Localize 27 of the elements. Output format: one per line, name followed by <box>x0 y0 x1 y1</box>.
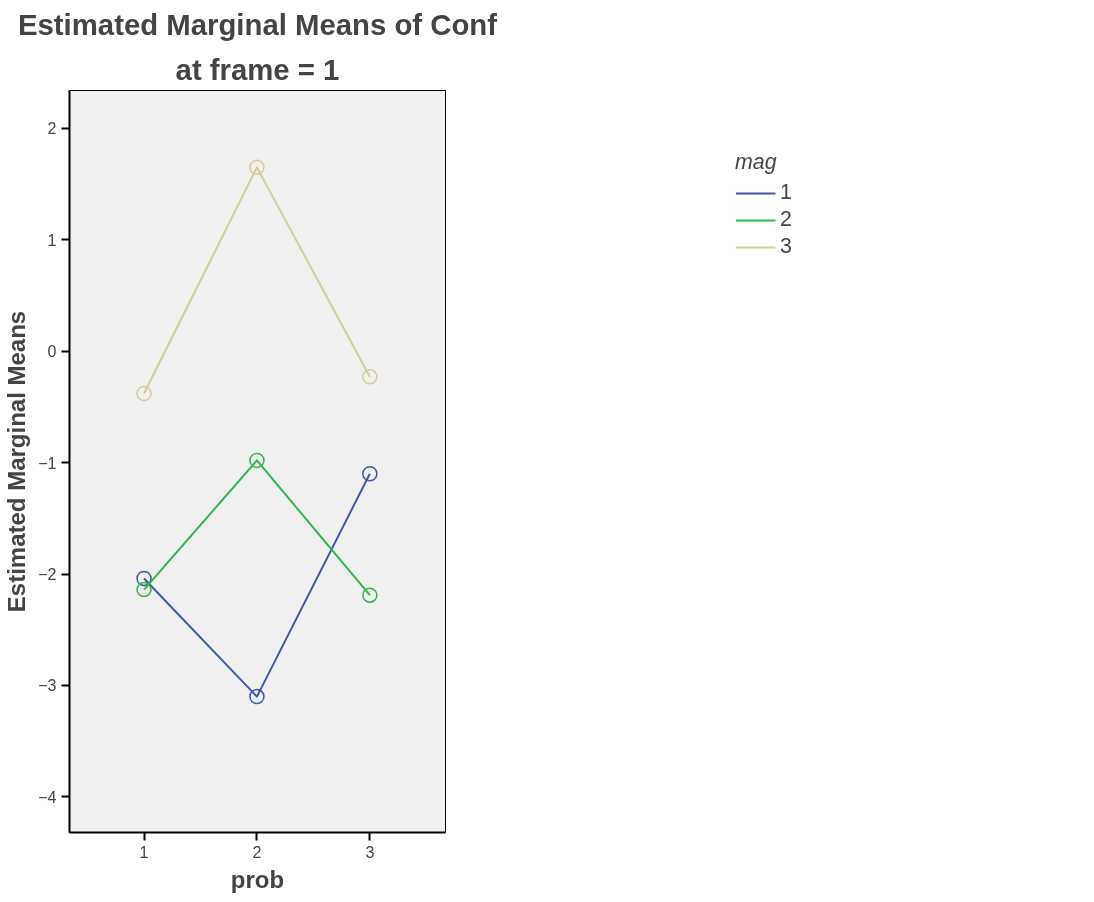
y-tick-label: −4 <box>38 788 57 806</box>
point <box>136 385 152 402</box>
chart-title: Estimated Marginal Means of Conf <box>17 7 498 41</box>
y-axis-title: Estimated Marginal Means <box>3 310 31 613</box>
point <box>136 570 152 587</box>
legend-label: 1 <box>780 180 793 205</box>
point <box>136 581 152 598</box>
point <box>249 688 265 705</box>
point <box>362 466 378 482</box>
chart-subtitle: at frame = 1 <box>175 52 340 86</box>
y-tick-label: −2 <box>38 566 57 584</box>
y-tick-label: 0 <box>47 343 57 361</box>
y-tick-label: 2 <box>47 120 57 138</box>
y-tick-label: −3 <box>38 677 57 695</box>
point <box>249 159 265 176</box>
y-tick-label: 1 <box>47 231 57 249</box>
legend-label: 2 <box>780 207 793 232</box>
x-axis-title: prob <box>230 865 285 893</box>
point <box>362 587 378 603</box>
x-tick-label: 1 <box>139 843 149 861</box>
point <box>249 452 265 469</box>
point <box>362 369 378 385</box>
legend-label: 3 <box>780 234 793 259</box>
y-tick-label: −1 <box>38 454 57 472</box>
x-tick-label: 3 <box>365 843 375 861</box>
x-tick-label: 2 <box>252 843 262 861</box>
legend-title: mag <box>735 150 778 175</box>
